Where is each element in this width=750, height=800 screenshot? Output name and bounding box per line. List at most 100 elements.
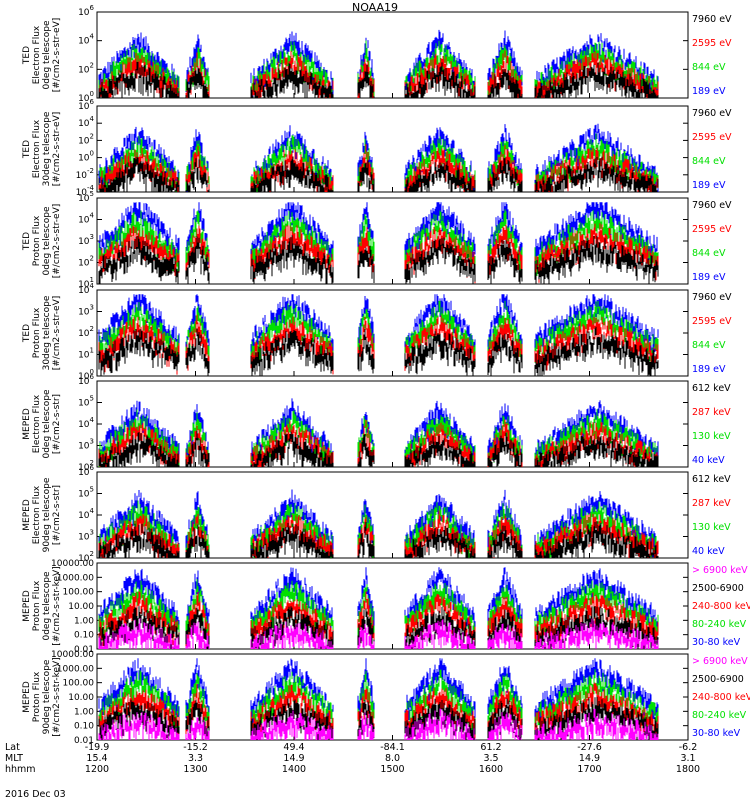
ylabel-line: MEPED bbox=[22, 590, 32, 622]
footer-value: -27.6 bbox=[577, 742, 602, 753]
series-magenta bbox=[98, 618, 659, 649]
ylabel-line: TED bbox=[22, 323, 32, 343]
legend-entry: 189 eV bbox=[692, 180, 726, 191]
ylabel-line: MEPED bbox=[22, 499, 32, 531]
ylabel-line: TED bbox=[22, 231, 32, 251]
legend-entry: 612 keV bbox=[692, 474, 731, 485]
y-tick-label: 102 bbox=[78, 132, 94, 146]
legend-entry: 2500-6900 bbox=[692, 583, 744, 594]
footer-label: MLT bbox=[5, 753, 23, 764]
ylabel-line: 30deg telescope bbox=[42, 111, 52, 187]
y-tick-label: 10000.00 bbox=[51, 650, 94, 660]
page-title: NOAA19 bbox=[351, 1, 399, 14]
ylabel-line: MEPED bbox=[22, 681, 32, 713]
series-black bbox=[98, 61, 659, 98]
series-black bbox=[98, 156, 659, 192]
legend-entry: 2500-6900 bbox=[692, 674, 744, 685]
footer-value: 14.9 bbox=[283, 753, 305, 764]
ylabel-line: Proton Flux bbox=[32, 580, 42, 632]
footer-label: hhmm bbox=[5, 764, 36, 775]
legend-entry: 287 keV bbox=[692, 498, 731, 509]
ylabel-line: [#/cm2-s-str-keV] bbox=[52, 566, 62, 646]
legend-entry: 80-240 keV bbox=[692, 710, 747, 721]
y-tick-label: 100.00 bbox=[63, 588, 95, 598]
legend-entry: 287 keV bbox=[692, 407, 731, 418]
y-tick-label: 104 bbox=[78, 115, 94, 129]
y-tick-label: 0.10 bbox=[74, 631, 94, 641]
ylabel-line: MEPED bbox=[22, 408, 32, 440]
ylabel-line: [#/cm2-s-str-eV] bbox=[52, 111, 62, 187]
series-black bbox=[98, 235, 659, 284]
y-tick-label: 1.00 bbox=[74, 616, 94, 626]
legend-entry: 844 eV bbox=[692, 62, 726, 73]
legend-entry: > 6900 keV bbox=[692, 565, 748, 576]
legend-entry: 189 eV bbox=[692, 86, 726, 97]
y-tick-label: 1.00 bbox=[74, 707, 94, 717]
legend-entry: > 6900 keV bbox=[692, 656, 748, 667]
legend-entry: 2595 eV bbox=[692, 316, 732, 327]
ylabel-line: 30deg telescope bbox=[42, 295, 52, 371]
footer-value: -19.9 bbox=[84, 742, 110, 753]
footer-value: 1200 bbox=[84, 764, 110, 775]
ylabel-line: 0deg telescope bbox=[42, 389, 52, 459]
footer-value: 3.3 bbox=[187, 753, 204, 764]
series-black bbox=[98, 326, 659, 376]
legend-entry: 612 keV bbox=[692, 383, 731, 394]
ylabel-line: [#/cm2-s-str] bbox=[52, 484, 62, 546]
ylabel-line: TED bbox=[22, 139, 32, 159]
y-tick-label: 104 bbox=[78, 33, 94, 47]
y-tick-label: 10000.00 bbox=[51, 559, 94, 569]
ylabel-line: Proton Flux bbox=[32, 671, 42, 723]
ylabel-line: Electron Flux bbox=[32, 25, 42, 85]
y-tick-label: 105 bbox=[78, 486, 94, 500]
ylabel-line: Proton Flux bbox=[32, 307, 42, 359]
y-tick-label: 104 bbox=[78, 507, 94, 521]
ylabel-line: [#/cm2-s-str] bbox=[52, 393, 62, 455]
ylabel-line: 90deg telescope bbox=[42, 477, 52, 553]
y-tick-label: 1000.00 bbox=[57, 573, 94, 583]
footer-value: 8.0 bbox=[384, 753, 401, 764]
footer-value: -6.2 bbox=[678, 742, 698, 753]
legend-entry: 130 keV bbox=[692, 522, 731, 533]
y-tick-label: 100.00 bbox=[63, 679, 95, 689]
y-tick-label: 10.00 bbox=[68, 602, 94, 612]
ylabel-line: Electron Flux bbox=[32, 485, 42, 545]
y-tick-label: 102 bbox=[78, 325, 94, 339]
y-tick-label: 102 bbox=[78, 255, 94, 269]
y-tick-label: 10.00 bbox=[68, 693, 94, 703]
legend-entry: 189 eV bbox=[692, 272, 726, 283]
legend-entry: 189 eV bbox=[692, 364, 726, 375]
series-magenta bbox=[98, 708, 659, 740]
legend-entry: 7960 eV bbox=[692, 108, 732, 119]
legend-entry: 7960 eV bbox=[692, 200, 732, 211]
y-tick-label: 103 bbox=[78, 233, 94, 247]
ylabel-line: [#/cm2-s-str-eV] bbox=[52, 295, 62, 371]
panel-8-ylabel: MEPED Proton Flux 90deg telescope [#/cm2-s-… bbox=[22, 654, 62, 740]
footer-value: -84.1 bbox=[380, 742, 405, 753]
series-black bbox=[98, 521, 659, 558]
legend-entry: 844 eV bbox=[692, 156, 726, 167]
footer-value: -15.2 bbox=[183, 742, 208, 753]
y-tick-label: 106 bbox=[78, 4, 94, 18]
legend-entry: 2595 eV bbox=[692, 224, 732, 235]
footer-value: 15.4 bbox=[86, 753, 108, 764]
footer-value: 3.5 bbox=[483, 753, 499, 764]
ylabel-line: 0deg telescope bbox=[42, 20, 52, 90]
legend-entry: 7960 eV bbox=[692, 14, 732, 25]
y-tick-label: 103 bbox=[78, 529, 94, 543]
footer-value: 49.4 bbox=[283, 742, 305, 753]
panel-1-ylabel: TED Electron Flux 0deg telescope [#/cm2-s-s… bbox=[22, 12, 62, 98]
legend-entry: 40 keV bbox=[692, 455, 725, 466]
y-tick-label: 102 bbox=[78, 61, 94, 75]
y-tick-label: 1000.00 bbox=[57, 664, 94, 674]
legend-entry: 240-800 keV bbox=[692, 601, 750, 612]
footer-value: 1800 bbox=[675, 764, 701, 775]
footer-value: 1300 bbox=[183, 764, 208, 775]
y-tick-label: 0.10 bbox=[74, 722, 94, 732]
ylabel-line: Electron Flux bbox=[32, 119, 42, 179]
y-tick-label: 105 bbox=[78, 395, 94, 409]
